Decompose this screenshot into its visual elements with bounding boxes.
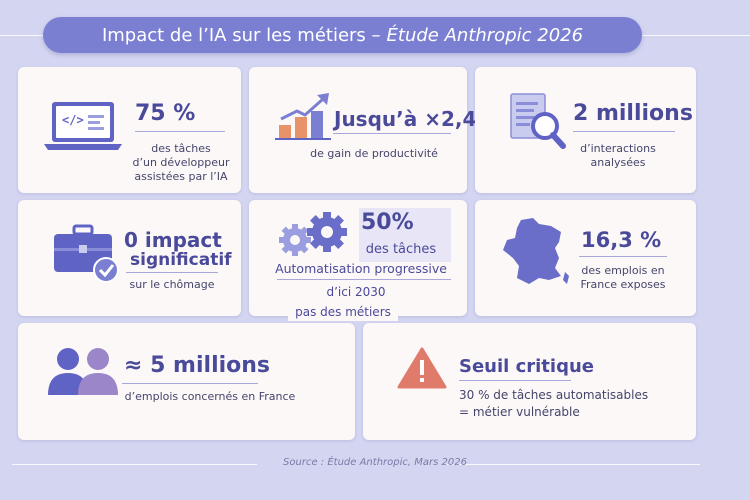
people-icon bbox=[48, 348, 118, 395]
value-underline bbox=[333, 133, 451, 134]
value-underline bbox=[573, 131, 675, 132]
briefcase-check-icon bbox=[54, 224, 119, 283]
warning-icon bbox=[397, 347, 447, 389]
footer-line-left bbox=[12, 464, 257, 465]
stat-value: ≈ 5 millions bbox=[124, 353, 271, 378]
stat-desc-1: des tâches bbox=[365, 242, 437, 257]
svg-text:</>: </> bbox=[62, 113, 84, 127]
stat-desc-2: analysées bbox=[590, 156, 646, 169]
stat-card-interactions: 2 millions d’interactions analysées bbox=[475, 67, 696, 193]
stat-card-productivity: Jusqu’à ×2,4 de gain de productivité bbox=[249, 67, 476, 193]
stat-card-developer: </> 75 % des tâches d’un développeur ass… bbox=[18, 67, 241, 193]
stat-desc-2: Automatisation progressive bbox=[275, 261, 447, 276]
page-title-study: Étude Anthropic 2026 bbox=[386, 24, 584, 46]
stat-desc-1: de gain de productivité bbox=[310, 147, 438, 160]
stat-card-france: 16,3 % des emplois en France exposes bbox=[475, 200, 696, 316]
stat-value: 75 % bbox=[135, 101, 196, 126]
page-title: Impact de l’IA sur les métiers – bbox=[101, 24, 381, 46]
stat-desc-1: des emplois en bbox=[581, 264, 665, 277]
stat-value-2: significatif bbox=[130, 250, 232, 270]
stat-desc-2: = métier vulnérable bbox=[459, 405, 580, 419]
stat-value: Seuil critique bbox=[459, 356, 594, 377]
stat-value-text: Jusqu’à ×2,4 bbox=[334, 107, 477, 131]
stat-desc-1: d’interactions bbox=[580, 142, 656, 155]
stat-card-automation: 50% des tâches Automatisation progressiv… bbox=[249, 200, 467, 316]
background-line bbox=[642, 35, 750, 36]
value-underline bbox=[277, 279, 451, 280]
value-underline bbox=[135, 131, 225, 132]
stat-desc-1: d’emplois concernés en France bbox=[124, 390, 296, 403]
title-banner: Impact de l’IA sur les métiers – Étude A… bbox=[43, 17, 642, 53]
bar-chart-growth-icon bbox=[275, 93, 331, 140]
stat-desc-1: des tâches bbox=[151, 142, 211, 155]
stat-desc-4: pas des métiers bbox=[288, 303, 398, 321]
background-line bbox=[0, 35, 43, 36]
stat-desc-2: France exposes bbox=[580, 278, 666, 291]
value-highlight bbox=[359, 208, 451, 262]
footer-line-right bbox=[442, 464, 700, 465]
value-underline bbox=[579, 256, 667, 257]
stat-desc-1: 30 % de tâches automatisables bbox=[459, 388, 649, 402]
stat-desc-2: d’un développeur bbox=[132, 156, 230, 169]
stat-value: Jusqu’à ×2,4 bbox=[334, 107, 476, 131]
france-map-icon bbox=[503, 218, 569, 284]
stat-desc-3: assistées par l’IA bbox=[134, 170, 228, 183]
stat-card-jobs: ≈ 5 millions d’emplois concernés en Fran… bbox=[18, 323, 355, 440]
stat-value: 0 impact bbox=[124, 228, 222, 252]
source-credit: Source : Étude Anthropic, Mars 2026 bbox=[283, 457, 467, 468]
stat-desc-3: d’ici 2030 bbox=[326, 285, 386, 299]
gears-icon bbox=[279, 212, 347, 256]
stat-value: 16,3 % bbox=[581, 228, 662, 252]
laptop-code-icon: </> bbox=[44, 102, 122, 150]
document-search-icon bbox=[510, 93, 566, 149]
stat-card-unemployment: 0 impact significatif sur le chômage bbox=[18, 200, 241, 316]
value-underline bbox=[459, 380, 571, 381]
stat-value: 50% bbox=[361, 210, 414, 235]
value-underline bbox=[122, 383, 258, 384]
stat-value: 2 millions bbox=[573, 101, 693, 126]
stat-card-threshold: Seuil critique 30 % de tâches automatisa… bbox=[363, 323, 696, 440]
value-underline bbox=[126, 272, 218, 273]
stat-desc-1: sur le chômage bbox=[129, 278, 215, 291]
